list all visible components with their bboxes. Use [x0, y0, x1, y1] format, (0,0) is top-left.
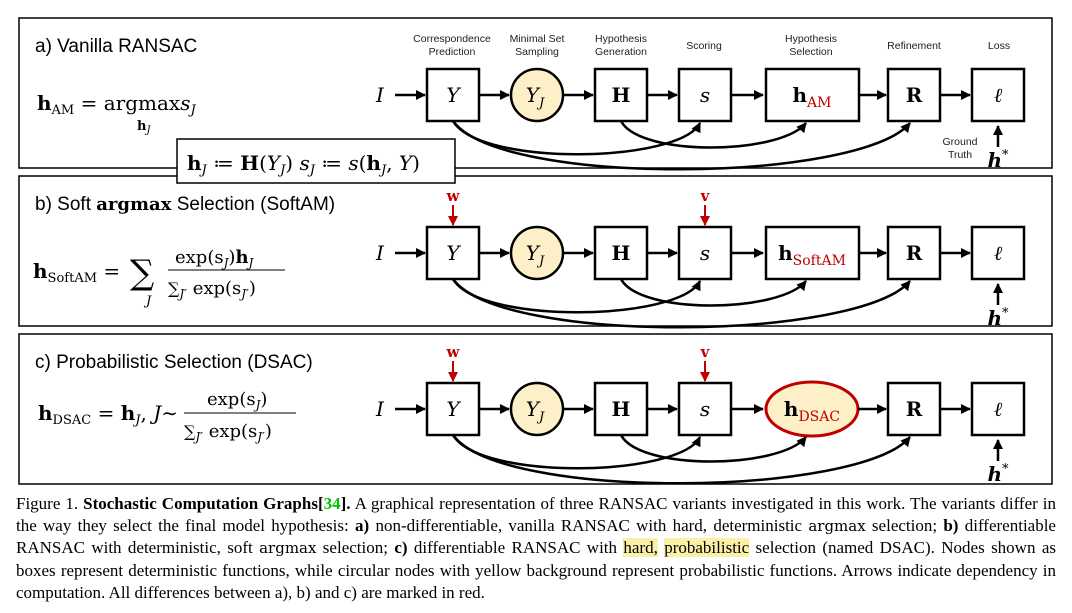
node-correspondence — [425, 381, 481, 437]
svg-text:ℓ: ℓ — [994, 397, 1003, 421]
highlight-hard: hard, — [623, 538, 658, 558]
node-correspondence — [425, 225, 481, 281]
node-hypothesis-generation — [593, 381, 649, 437]
svg-text:exp(sJ)hJ: exp(sJ)hJ — [175, 247, 255, 270]
stage-label-scoring: Scoring — [686, 40, 722, 52]
parameter-mark-v: v — [700, 343, 711, 361]
node-scoring — [677, 381, 733, 437]
svg-text:exp(sJ): exp(sJ) — [207, 389, 267, 412]
stage-label-sampling: Minimal Set Sampling — [510, 33, 565, 58]
figure-caption: Figure 1. Stochastic Computation Graphs[… — [16, 494, 1057, 602]
arrow-h-to-selection — [619, 278, 807, 307]
svg-text:hDSAC: hDSAC — [784, 397, 840, 425]
node-loss — [970, 381, 1026, 437]
svg-text:hSoftAM =: hSoftAM = — [33, 259, 120, 286]
svg-text:∑: ∑ — [130, 253, 154, 293]
ground-truth-symbol: h* — [987, 462, 1009, 486]
arrow-h-to-selection — [619, 434, 807, 463]
node-loss — [970, 67, 1026, 123]
svg-text:∑J′ exp(sJ′): ∑J′ exp(sJ′) — [168, 278, 256, 301]
ground-truth-label: Ground Truth — [942, 136, 977, 161]
svg-text:hJ ≔ H(YJ) sJ ≔ s(hJ, Y): hJ ≔ H(YJ) sJ ≔ s(hJ, Y) — [187, 151, 420, 178]
node-scoring — [677, 225, 733, 281]
svg-text:H: H — [612, 397, 631, 421]
stage-label-generation: Hypothesis Generation — [595, 33, 647, 58]
svg-text:R: R — [906, 241, 923, 265]
panel-b-title: b) Soft argmax Selection (SoftAM) — [35, 194, 335, 215]
svg-text:hSoftAM: hSoftAM — [778, 241, 846, 269]
input-node: I — [375, 241, 385, 265]
svg-text:R: R — [906, 83, 923, 107]
svg-text:Y: Y — [446, 397, 461, 421]
panel-c-title: c) Probabilistic Selection (DSAC) — [35, 352, 313, 373]
panel-b-frame — [18, 175, 1053, 327]
svg-text:hJ: hJ — [137, 119, 151, 136]
node-refinement — [886, 67, 942, 123]
panel-b-equation: hSoftAM = ∑ J exp(sJ)hJ ∑J′ exp(sJ′) — [33, 247, 285, 309]
stage-label-correspondence: Correspondence Prediction — [413, 33, 491, 58]
arrow-y-to-scoring — [451, 278, 702, 314]
node-loss — [970, 225, 1026, 281]
stage-label-loss: Loss — [988, 40, 1010, 52]
svg-text:hAM = argmaxsJ: hAM = argmaxsJ — [37, 91, 196, 118]
svg-text:Y: Y — [446, 83, 461, 107]
svg-text:R: R — [906, 397, 923, 421]
citation-link[interactable]: 34 — [323, 494, 341, 513]
arrow-y-to-refinement — [451, 278, 911, 329]
panel-a-equation: hAM = argmaxsJ hJ — [37, 91, 196, 136]
svg-text:H: H — [612, 83, 631, 107]
highlight-probabilistic: probabilistic — [664, 538, 750, 558]
svg-text:s: s — [700, 83, 710, 107]
svg-text:H: H — [612, 241, 631, 265]
panel-a-frame — [18, 17, 1053, 169]
svg-text:YJ: YJ — [526, 397, 545, 425]
svg-text:ℓ: ℓ — [994, 241, 1003, 265]
panel-c-equation: hDSAC = hJ, J∼ exp(sJ) ∑J′ exp(sJ′) — [38, 389, 296, 444]
caption-title: Stochastic Computation Graphs — [83, 494, 318, 513]
input-node: I — [375, 397, 385, 421]
parameter-mark-v: v — [700, 187, 711, 205]
svg-text:Y: Y — [446, 241, 461, 265]
arrow-h-to-selection — [619, 120, 807, 149]
arrow-y-to-refinement — [451, 434, 911, 485]
parameter-mark-w: w — [446, 343, 461, 361]
ransac-figure: Correspondence Prediction Minimal Set Samp… — [18, 17, 1053, 486]
arrow-y-to-refinement — [451, 120, 911, 171]
panel-a-title: a) Vanilla RANSAC — [35, 36, 197, 57]
caption-label: Figure 1. — [16, 494, 79, 513]
ground-truth-symbol: h* — [987, 148, 1009, 172]
arrow-y-to-scoring — [451, 120, 702, 156]
svg-text:J: J — [143, 294, 152, 309]
arrow-y-to-scoring — [451, 434, 702, 470]
svg-text:s: s — [700, 241, 710, 265]
ground-truth-symbol: h* — [987, 306, 1009, 330]
panel-c-frame — [18, 333, 1053, 485]
stage-label-selection: Hypothesis Selection — [785, 33, 837, 58]
node-refinement — [886, 225, 942, 281]
svg-text:YJ: YJ — [526, 241, 545, 269]
svg-text:s: s — [700, 397, 710, 421]
svg-text:∑J′ exp(sJ′): ∑J′ exp(sJ′) — [184, 421, 272, 444]
svg-text:ℓ: ℓ — [994, 83, 1003, 107]
parameter-mark-w: w — [446, 187, 461, 205]
definition-box: hJ ≔ H(YJ) sJ ≔ s(hJ, Y) — [176, 138, 456, 184]
stage-label-refinement: Refinement — [887, 40, 941, 52]
input-node: I — [375, 83, 385, 107]
svg-text:hAM: hAM — [793, 83, 832, 111]
svg-text:hDSAC = hJ, J∼: hDSAC = hJ, J∼ — [38, 401, 178, 428]
svg-text:YJ: YJ — [526, 83, 545, 111]
